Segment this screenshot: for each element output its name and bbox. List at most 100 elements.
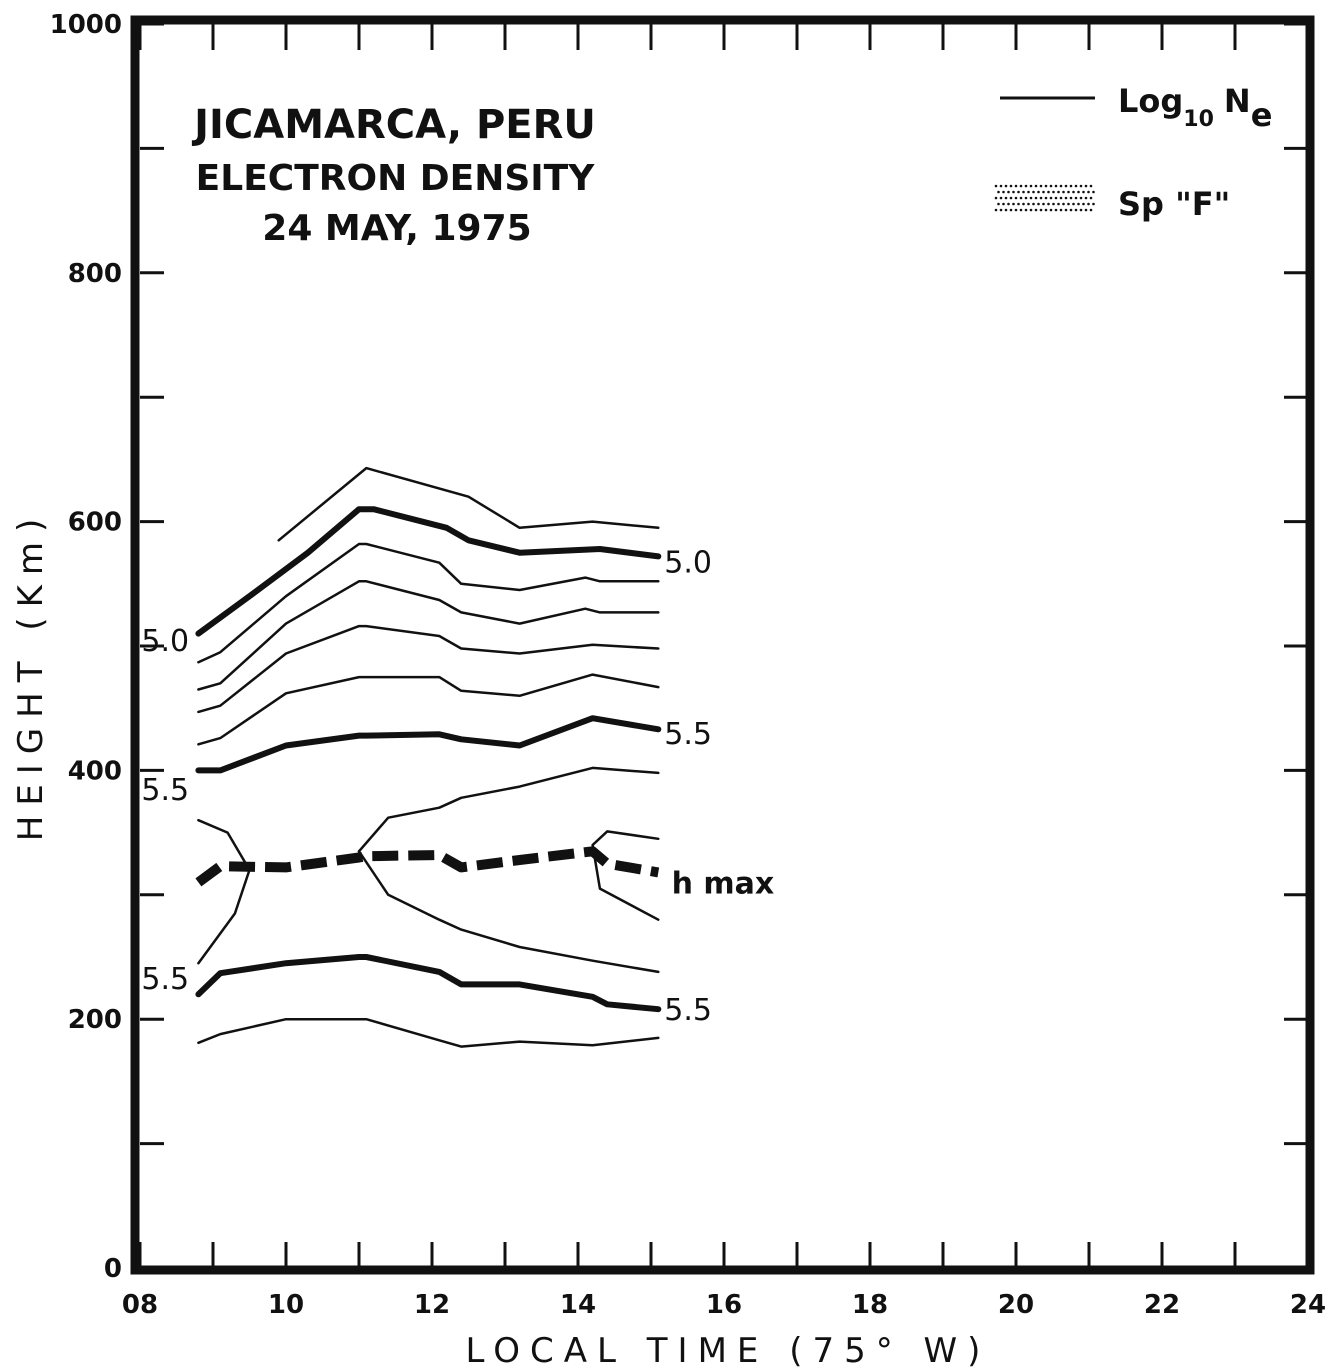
legend-dot xyxy=(1072,190,1075,194)
contour-line-thin xyxy=(197,624,660,714)
legend-dot xyxy=(994,208,998,212)
legend-dot xyxy=(1042,190,1045,194)
legend-log-text: Log xyxy=(1118,82,1183,120)
legend-dot xyxy=(1027,190,1030,194)
legend-dot xyxy=(1082,202,1085,206)
x-tick-label: 08 xyxy=(122,1290,158,1320)
x-tick-label: 24 xyxy=(1290,1290,1326,1320)
legend-dot xyxy=(1002,202,1005,206)
legend-dot xyxy=(997,202,1000,206)
legend-dot xyxy=(1019,196,1023,200)
chart-title: JICAMARCA, PERU xyxy=(191,102,596,148)
legend-dot xyxy=(1064,208,1068,212)
legend-dot xyxy=(1049,208,1053,212)
legend-dot xyxy=(1084,208,1088,212)
legend-dot xyxy=(1024,184,1028,188)
legend-dot xyxy=(1049,184,1053,188)
legend-n-text: N xyxy=(1224,82,1251,120)
legend-dot xyxy=(1007,202,1010,206)
contour-labels: 5.0 5.0 5.5 5.5 h max 5.5 5.5 xyxy=(141,545,774,1028)
chart-date: 24 MAY, 1975 xyxy=(262,208,531,249)
legend-dot xyxy=(1004,184,1008,188)
legend-dot xyxy=(1004,196,1008,200)
legend-dot xyxy=(1057,190,1060,194)
legend-dot xyxy=(994,196,998,200)
contour-label: 5.5 xyxy=(664,717,712,752)
legend-dot xyxy=(1007,190,1010,194)
y-tick-label: 1000 xyxy=(50,10,122,40)
legend: Log10 Ne Sp "F" xyxy=(994,82,1272,223)
contour-label: 5.0 xyxy=(664,545,712,580)
legend-dot xyxy=(1039,184,1043,188)
legend-dot xyxy=(1064,196,1068,200)
legend-dot xyxy=(1079,196,1083,200)
contour-line-thin xyxy=(277,466,660,542)
series-layer xyxy=(195,466,662,1048)
contour-line-thin xyxy=(357,850,660,974)
axis-ticks xyxy=(138,22,1310,1270)
x-tick-label: 14 xyxy=(560,1290,596,1320)
contour-line-thin xyxy=(197,1017,660,1048)
legend-dot xyxy=(994,184,998,188)
contour-line-thin xyxy=(197,818,251,965)
legend-dot xyxy=(1029,184,1033,188)
legend-dot xyxy=(1037,202,1040,206)
legend-dot xyxy=(1084,196,1088,200)
legend-dot xyxy=(1059,208,1063,212)
legend-dot xyxy=(1092,190,1095,194)
legend-dot xyxy=(1002,190,1005,194)
legend-dot xyxy=(1077,190,1080,194)
legend-dot xyxy=(1022,202,1025,206)
legend-dot xyxy=(1029,196,1033,200)
legend-dot xyxy=(1064,184,1068,188)
legend-dot xyxy=(1079,184,1083,188)
legend-dot xyxy=(1079,208,1083,212)
legend-dot xyxy=(1082,190,1085,194)
legend-dot xyxy=(1032,190,1035,194)
legend-dot xyxy=(1019,184,1023,188)
legend-dot xyxy=(1067,202,1070,206)
legend-dot xyxy=(1017,190,1020,194)
contour-label: 5.5 xyxy=(141,773,189,808)
legend-dot xyxy=(1074,208,1078,212)
contour-line-thick xyxy=(195,506,662,637)
legend-dot xyxy=(1044,208,1048,212)
axis-tick-labels: 08 10 12 14 16 18 20 22 24 0 200 400 600 800 1000 xyxy=(50,10,1326,1320)
legend-item-log-ne: Log10 Ne xyxy=(1118,82,1272,134)
y-axis-label: HEIGHT (Km) xyxy=(11,509,51,842)
x-tick-label: 12 xyxy=(414,1290,450,1320)
contour-line-thin xyxy=(591,830,660,921)
legend-dot xyxy=(1044,184,1048,188)
legend-dot xyxy=(1034,208,1038,212)
legend-dot xyxy=(1027,202,1030,206)
legend-dot xyxy=(1009,208,1013,212)
contour-line-thick xyxy=(195,715,662,774)
chart-subtitle: ELECTRON DENSITY xyxy=(196,158,596,199)
legend-dot xyxy=(1039,208,1043,212)
legend-dot xyxy=(1054,196,1058,200)
legend-dot xyxy=(1059,196,1063,200)
contour-line-thin xyxy=(197,673,660,746)
legend-dot xyxy=(1009,184,1013,188)
legend-dot xyxy=(1009,196,1013,200)
legend-dot xyxy=(1069,208,1073,212)
plot-frame xyxy=(130,15,1315,1275)
legend-dot xyxy=(1087,202,1090,206)
legend-dot xyxy=(1047,190,1050,194)
legend-dot xyxy=(1057,202,1060,206)
contour-line-thin xyxy=(197,542,660,664)
legend-dot xyxy=(997,190,1000,194)
x-tick-label: 16 xyxy=(706,1290,742,1320)
legend-dot xyxy=(1067,190,1070,194)
legend-dot xyxy=(1054,184,1058,188)
legend-dot xyxy=(1012,190,1015,194)
y-tick-label: 200 xyxy=(68,1005,122,1035)
legend-dot xyxy=(1089,184,1093,188)
legend-dot xyxy=(1052,190,1055,194)
contour-line-thin xyxy=(197,580,660,691)
legend-dot xyxy=(1019,208,1023,212)
legend-dot xyxy=(1047,202,1050,206)
legend-dot xyxy=(1014,184,1018,188)
legend-dot xyxy=(1092,202,1095,206)
